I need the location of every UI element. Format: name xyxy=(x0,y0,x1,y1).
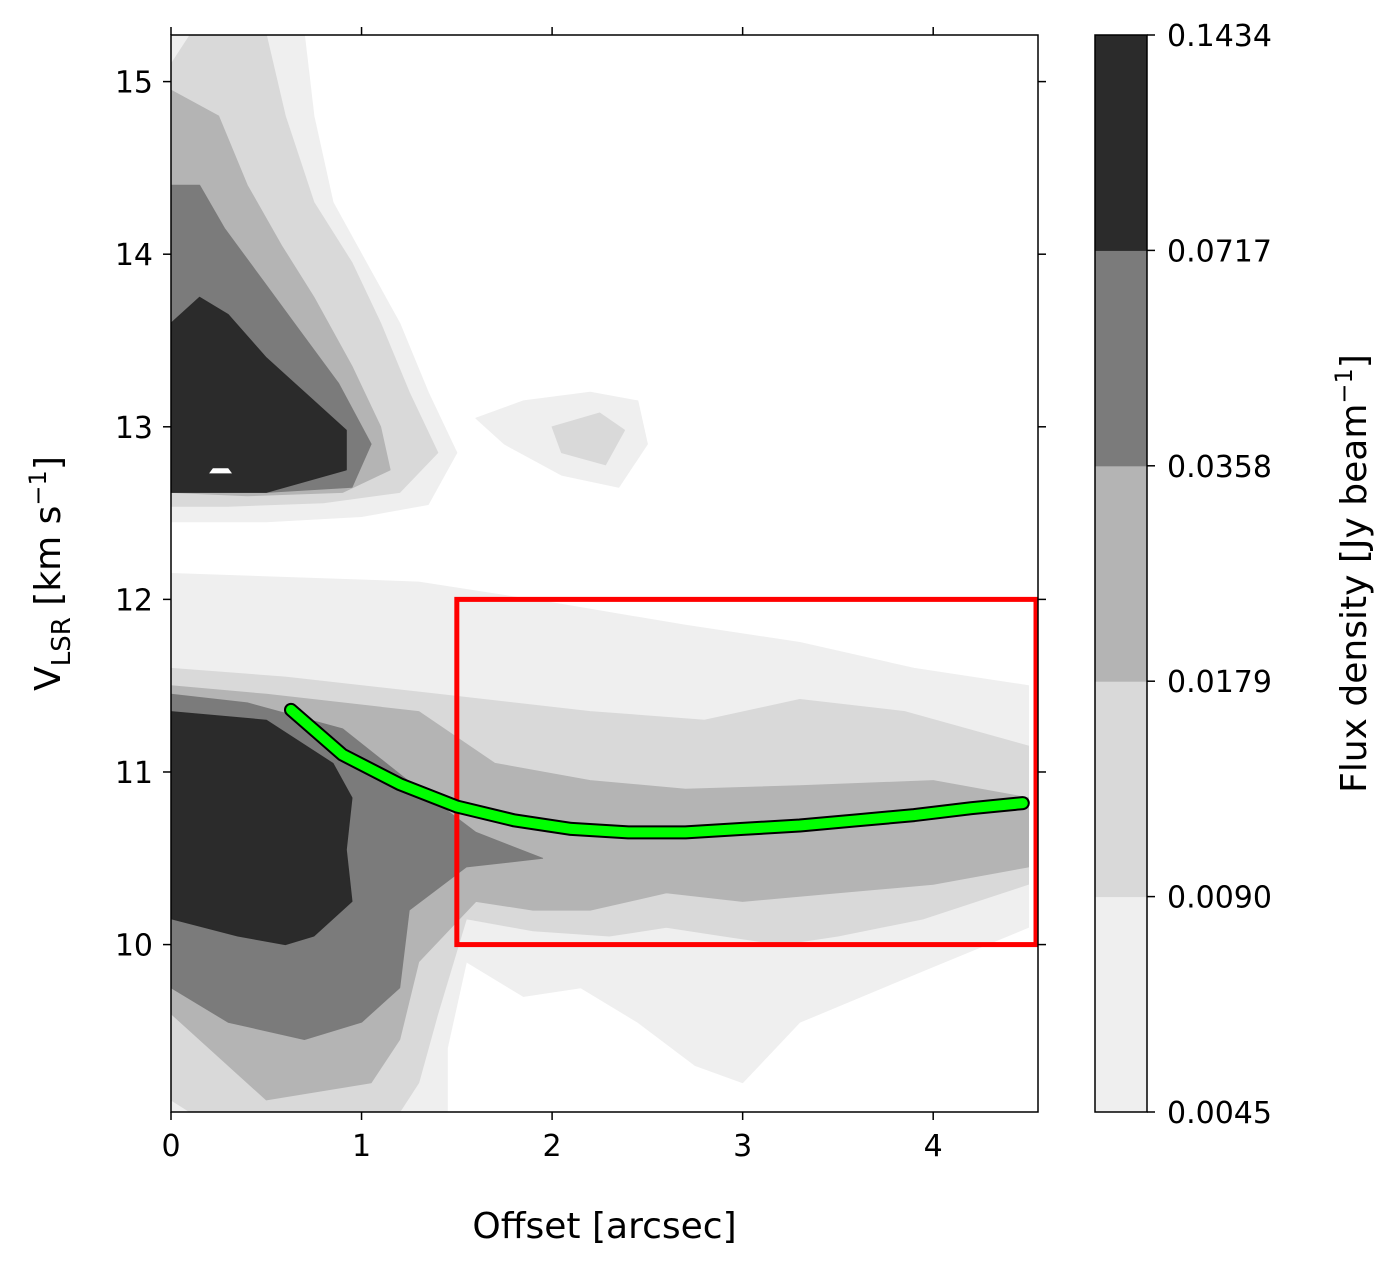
fit-curve xyxy=(286,704,1028,838)
x-tick-label-3: 3 xyxy=(733,1129,752,1164)
colorbar-band-0 xyxy=(1095,896,1147,1113)
colorbar-frame xyxy=(1094,34,1148,1113)
y-axis-label: VLSR [km s−1] xyxy=(24,456,77,691)
colorbar-tick-label-4: 0.0717 xyxy=(1167,234,1272,269)
colorbar-label: Flux density [Jy beam−1] xyxy=(1330,354,1375,793)
y-tick-label-13: 13 xyxy=(115,411,153,446)
colorbar-band-3 xyxy=(1095,250,1147,467)
y-tick-label-12: 12 xyxy=(115,583,153,618)
contour-level-1-region-1 xyxy=(551,412,625,466)
colorbar-tick-label-3: 0.0358 xyxy=(1167,450,1272,485)
plot-frame xyxy=(170,34,1039,1113)
x-axis-ticks: 0 1 2 3 4 xyxy=(161,27,943,1164)
x-tick-label-0: 0 xyxy=(161,1129,180,1164)
x-tick-label-4: 4 xyxy=(924,1129,943,1164)
colorbar-band-2 xyxy=(1095,465,1147,682)
colorbar-band-1 xyxy=(1095,681,1147,898)
colorbar-tick-label-0: 0.0045 xyxy=(1167,1096,1272,1131)
y-tick-label-11: 11 xyxy=(115,756,153,791)
colorbar-band-4 xyxy=(1095,35,1147,251)
x-tick-label-2: 2 xyxy=(543,1129,562,1164)
contour-hole-0 xyxy=(209,468,232,474)
x-axis-label: Offset [arcsec] xyxy=(472,1206,736,1247)
y-tick-label-10: 10 xyxy=(115,929,153,964)
colorbar-tick-label-1: 0.0090 xyxy=(1167,881,1272,916)
y-axis-ticks: 10 11 12 13 14 15 xyxy=(115,66,1046,964)
colorbar: 0.0045 0.0090 0.0179 0.0358 0.0717 0.1434 xyxy=(1094,19,1272,1131)
x-tick-label-1: 1 xyxy=(352,1129,371,1164)
contour-level-4-region-1 xyxy=(171,711,353,946)
y-tick-label-14: 14 xyxy=(115,238,153,273)
highlight-box xyxy=(454,596,1038,948)
plot-area xyxy=(171,35,1038,1112)
y-tick-label-15: 15 xyxy=(115,66,153,101)
contour-level-4-region-0 xyxy=(171,296,347,493)
colorbar-tick-label-2: 0.0179 xyxy=(1167,665,1272,700)
colorbar-tick-label-5: 0.1434 xyxy=(1167,19,1272,54)
